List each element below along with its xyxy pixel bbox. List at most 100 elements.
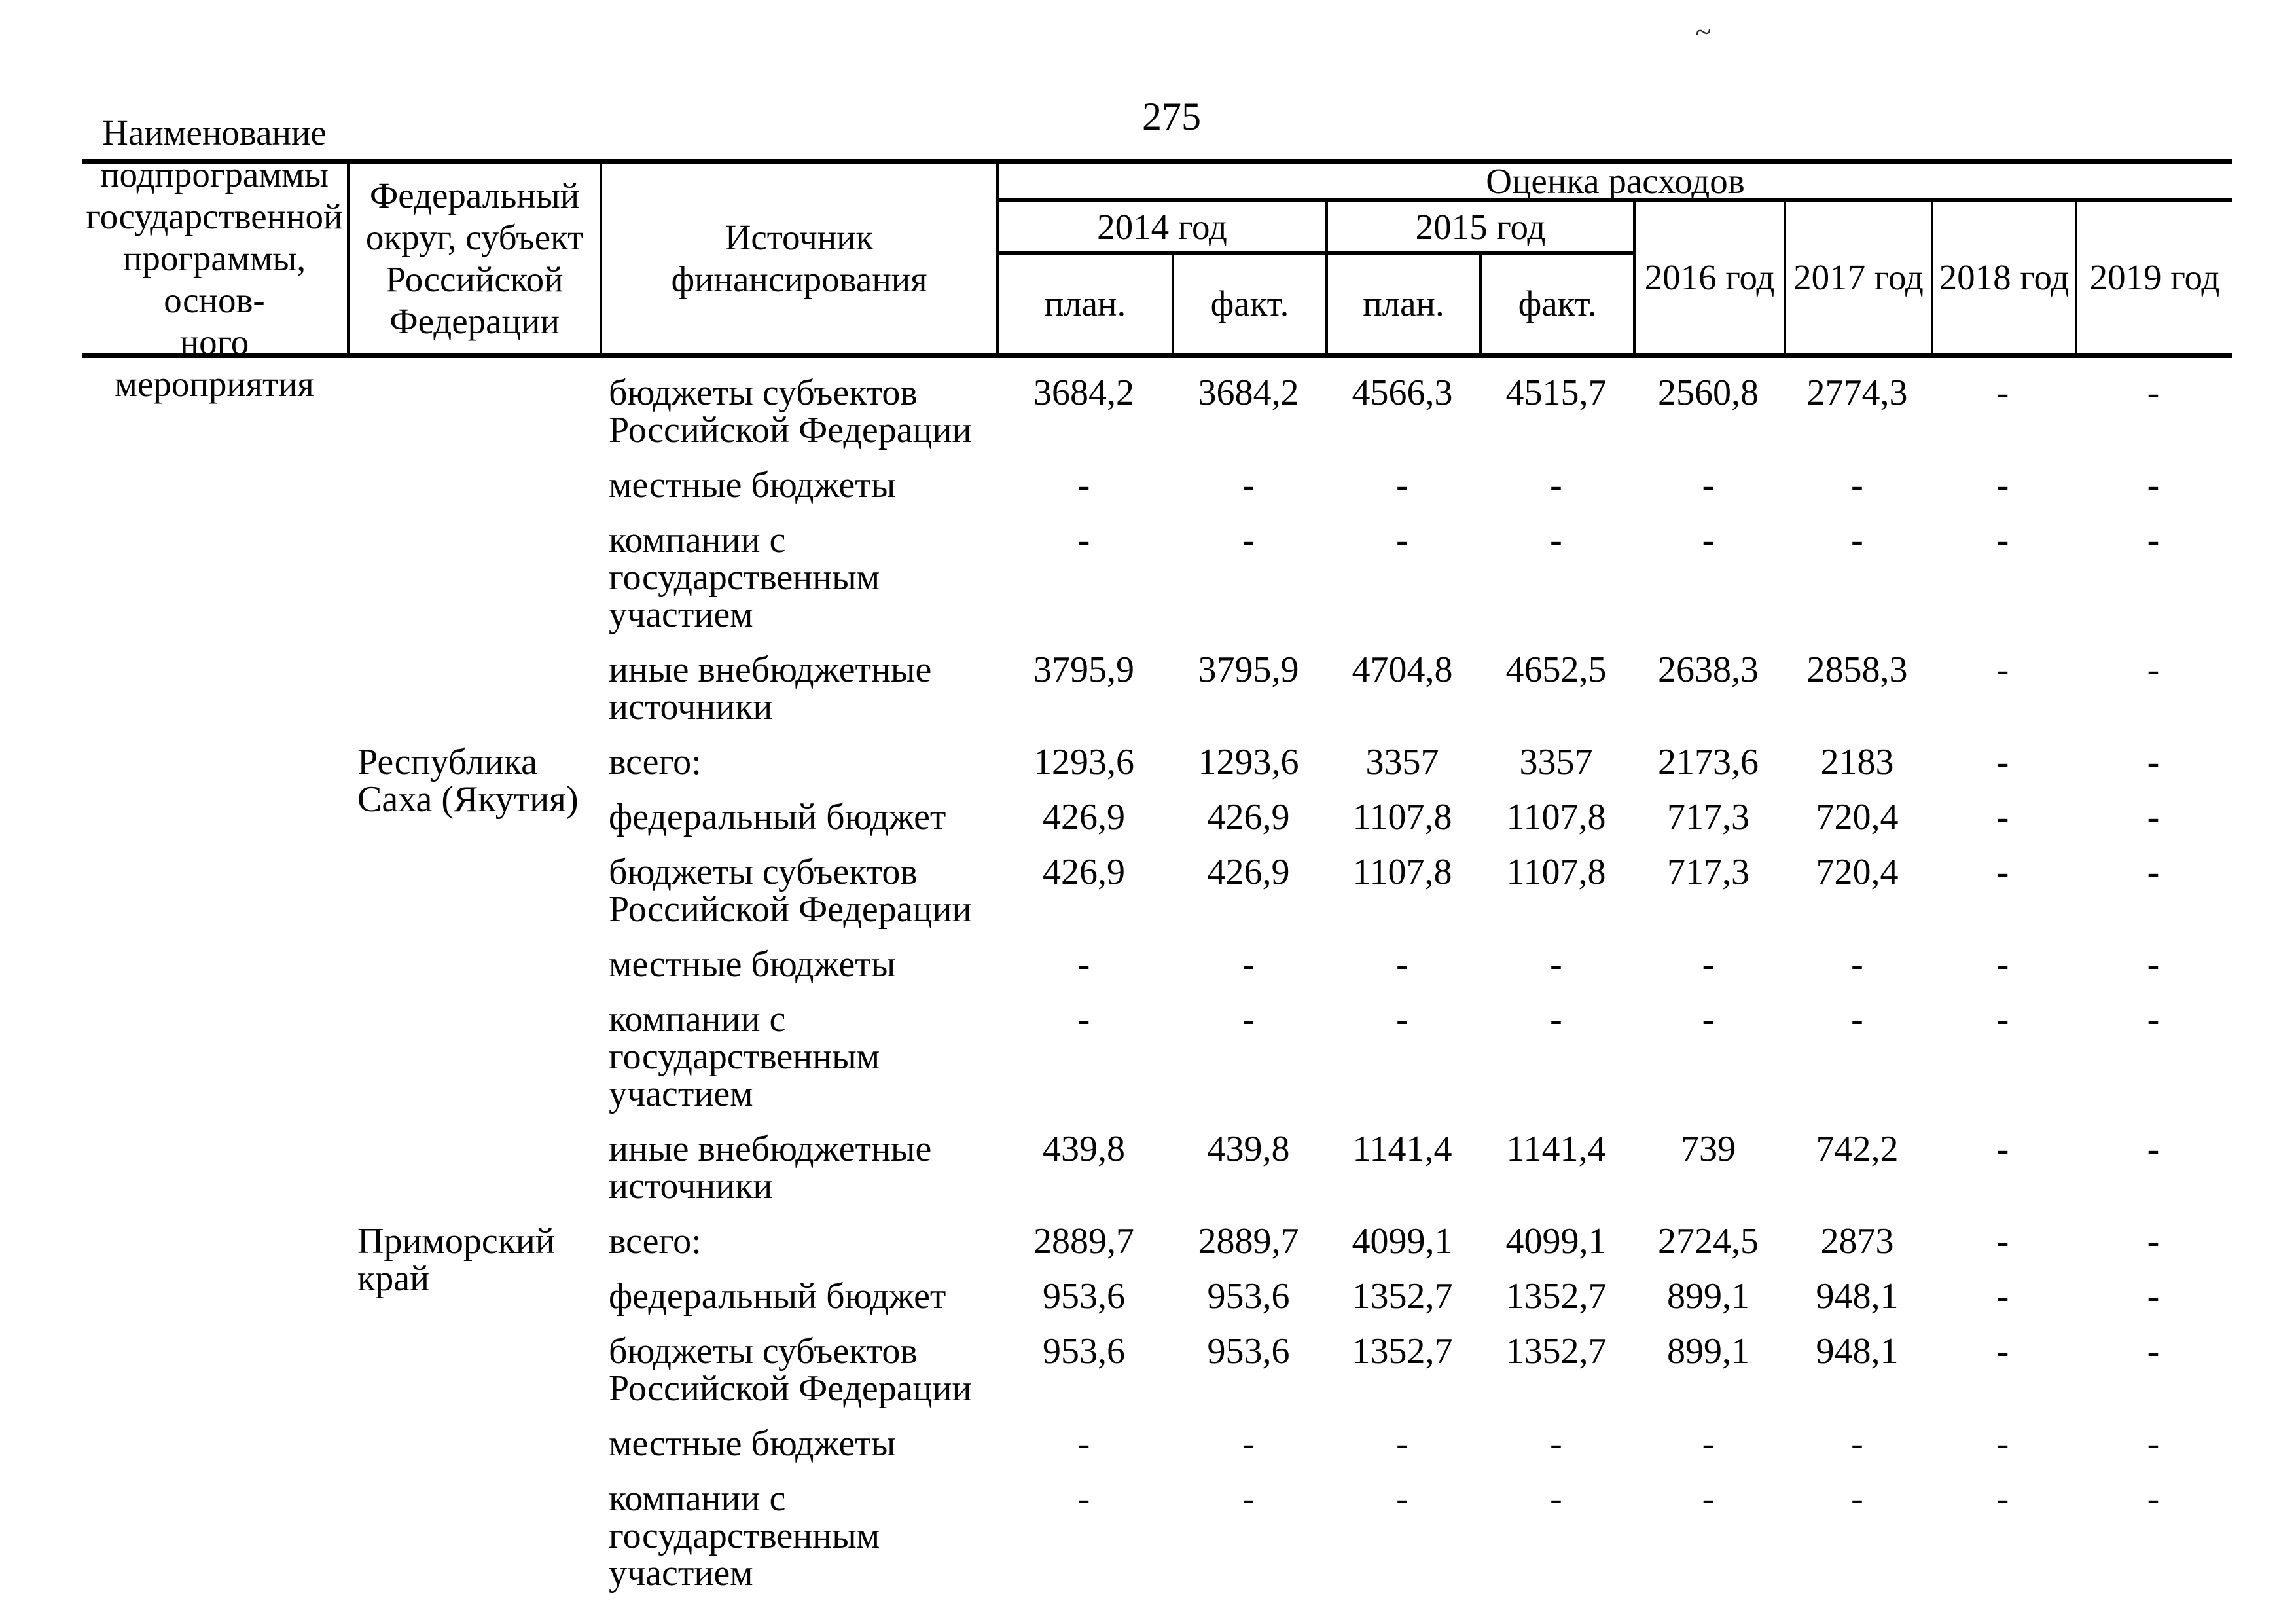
- group-rows: всего: 1293,6 1293,6 3357 3357 2173,6 21…: [600, 744, 2232, 1223]
- value-cell: -: [1242, 1478, 1255, 1519]
- value-cell: 1141,4: [1352, 1129, 1452, 1169]
- header-program-name: Наименование подпрограммы государственно…: [86, 113, 343, 404]
- value-cell: 4566,3: [1352, 373, 1453, 413]
- value-cell: -: [2147, 373, 2160, 413]
- subject-cell: Приморский край: [357, 1221, 555, 1299]
- header-2014-fact: факт.: [1172, 255, 1325, 353]
- value-cell: 1107,8: [1352, 797, 1452, 837]
- header-year-2018: 2018 год: [1931, 202, 2075, 353]
- source-cell: компании с государственным участием: [609, 1478, 880, 1594]
- value-cell: -: [1242, 1423, 1255, 1464]
- value-cell: 953,6: [1207, 1276, 1290, 1317]
- value-cell: 899,1: [1667, 1276, 1749, 1317]
- value-cell: 953,6: [1043, 1276, 1125, 1317]
- value-cell: -: [2147, 797, 2160, 837]
- value-cell: -: [1851, 1478, 1863, 1519]
- source-cell: местные бюджеты: [609, 465, 896, 505]
- value-cell: -: [1550, 465, 1562, 505]
- value-cell: -: [1396, 999, 1408, 1040]
- table-row: иные внебюджетные источники 439,8 439,8 …: [600, 1131, 2232, 1205]
- value-cell: 3795,9: [1198, 649, 1299, 690]
- table-row: федеральный бюджет 953,6 953,6 1352,7 13…: [600, 1278, 2232, 1315]
- value-cell: -: [1702, 520, 1715, 560]
- value-cell: -: [1077, 520, 1090, 560]
- value-cell: -: [2147, 520, 2160, 560]
- header-year-2014: 2014 год: [996, 202, 1325, 255]
- value-cell: -: [1996, 944, 2009, 985]
- program-name-cell: [82, 374, 347, 744]
- value-cell: -: [1242, 520, 1255, 560]
- value-cell: -: [1702, 944, 1715, 985]
- table-row: бюджеты субъектов Российской Федерации 4…: [600, 854, 2232, 928]
- value-cell: -: [2147, 999, 2160, 1040]
- value-cell: -: [1996, 1276, 2009, 1317]
- value-cell: 742,2: [1816, 1129, 1899, 1169]
- value-cell: 2774,3: [1806, 373, 1908, 413]
- value-cell: -: [1851, 1423, 1863, 1464]
- source-cell: иные внебюджетные источники: [609, 649, 932, 727]
- table-row: местные бюджеты - - - - - - - -: [600, 946, 2232, 983]
- value-cell: -: [1077, 1478, 1090, 1519]
- table-row: компании с государственным участием - - …: [600, 1480, 2232, 1592]
- table-row: иные внебюджетные источники 3795,9 3795,…: [600, 651, 2232, 726]
- value-cell: -: [1077, 465, 1090, 505]
- table-row: федеральный бюджет 426,9 426,9 1107,8 11…: [600, 799, 2232, 836]
- value-cell: -: [1996, 1331, 2009, 1372]
- value-cell: 1107,8: [1506, 797, 1606, 837]
- page-number: 275: [1142, 95, 1201, 138]
- value-cell: 2858,3: [1806, 649, 1908, 690]
- value-cell: -: [1851, 999, 1863, 1040]
- value-cell: -: [2147, 1423, 2160, 1464]
- value-cell: -: [1077, 944, 1090, 985]
- value-cell: 3357: [1519, 742, 1593, 782]
- table-row: всего: 2889,7 2889,7 4099,1 4099,1 2724,…: [600, 1223, 2232, 1260]
- value-cell: 720,4: [1816, 797, 1899, 837]
- value-cell: 948,1: [1816, 1331, 1899, 1372]
- value-cell: -: [1851, 465, 1863, 505]
- value-cell: 3684,2: [1033, 373, 1134, 413]
- subject-cell: Республика Саха (Якутия): [357, 742, 579, 820]
- value-cell: -: [2147, 1331, 2160, 1372]
- source-cell: бюджеты субъектов Российской Федерации: [609, 852, 972, 930]
- value-cell: 1107,8: [1506, 852, 1606, 892]
- value-cell: 2183: [1820, 742, 1894, 782]
- value-cell: 2889,7: [1033, 1221, 1134, 1262]
- value-cell: -: [1702, 999, 1715, 1040]
- table-row: компании с государственным участием - - …: [600, 1001, 2232, 1113]
- value-cell: 3357: [1365, 742, 1439, 782]
- source-cell: компании с государственным участием: [609, 999, 880, 1114]
- value-cell: -: [1702, 465, 1715, 505]
- value-cell: -: [2147, 649, 2160, 690]
- value-cell: 1352,7: [1352, 1276, 1453, 1317]
- value-cell: 953,6: [1043, 1331, 1125, 1372]
- value-cell: 2560,8: [1658, 373, 1759, 413]
- value-cell: -: [1242, 999, 1255, 1040]
- value-cell: 4652,5: [1505, 649, 1607, 690]
- value-cell: 1141,4: [1506, 1129, 1606, 1169]
- source-cell: бюджеты субъектов Российской Федерации: [609, 1331, 972, 1409]
- table-group: Приморский край всего: 2889,7 2889,7 409…: [82, 1223, 2232, 1610]
- value-cell: -: [1996, 852, 2009, 892]
- value-cell: 4099,1: [1505, 1221, 1607, 1262]
- value-cell: 717,3: [1667, 852, 1749, 892]
- value-cell: 2873: [1820, 1221, 1894, 1262]
- value-cell: -: [1851, 520, 1863, 560]
- value-cell: -: [2147, 1129, 2160, 1169]
- table-body: бюджеты субъектов Российской Федерации 3…: [82, 374, 2232, 1610]
- value-cell: 1352,7: [1352, 1331, 1453, 1372]
- value-cell: -: [1242, 465, 1255, 505]
- value-cell: -: [1996, 465, 2009, 505]
- value-cell: -: [2147, 944, 2160, 985]
- value-cell: -: [1077, 999, 1090, 1040]
- program-name-cell: [82, 1223, 347, 1610]
- value-cell: -: [1996, 1478, 2009, 1519]
- value-cell: -: [1550, 999, 1562, 1040]
- value-cell: 1107,8: [1352, 852, 1452, 892]
- value-cell: -: [1996, 797, 2009, 837]
- value-cell: 3795,9: [1033, 649, 1134, 690]
- header-year-2019: 2019 год: [2075, 202, 2232, 353]
- value-cell: -: [2147, 1478, 2160, 1519]
- value-cell: -: [1851, 944, 1863, 985]
- table-row: бюджеты субъектов Российской Федерации 3…: [600, 374, 2232, 449]
- value-cell: 1352,7: [1505, 1276, 1607, 1317]
